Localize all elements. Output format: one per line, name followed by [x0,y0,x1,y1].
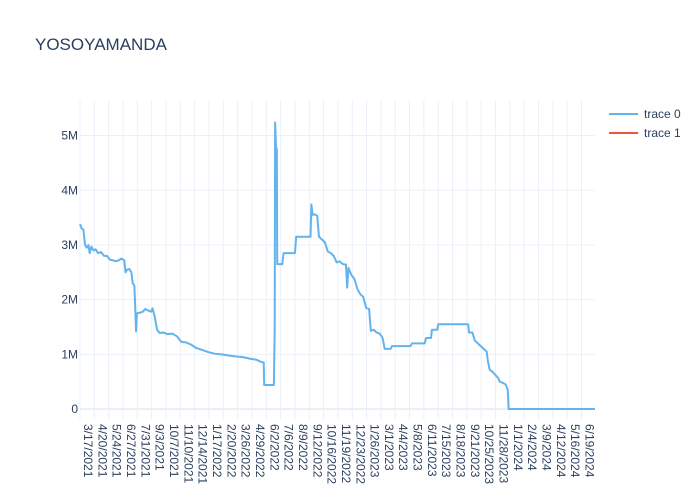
legend-item-1[interactable]: trace 1 [609,126,681,140]
x-tick-label: 12/14/2021 [196,424,210,484]
x-tick-label: 2/20/2022 [224,424,238,478]
x-tick-label: 4/4/2023 [396,424,410,471]
x-tick-label: 4/29/2022 [253,424,267,478]
x-tick-label: 6/19/2024 [583,424,597,478]
x-tick-label: 9/12/2022 [310,424,324,478]
x-tick-label: 5/24/2021 [110,424,124,478]
series-layer [79,121,595,411]
x-tick-label: 5/8/2023 [411,424,425,471]
x-tick-label: 1/26/2023 [368,424,382,478]
x-tick-label: 1/1/2024 [511,424,525,471]
y-tick-label: 0 [71,402,78,416]
x-tick-label: 4/20/2021 [95,424,109,478]
y-tick-label: 4M [61,183,78,197]
y-tick-label: 3M [61,238,78,252]
series-line-0 [79,121,595,411]
x-tick-label: 7/31/2021 [138,424,152,478]
x-tick-label: 7/6/2022 [282,424,296,471]
grid-layer [79,100,595,420]
y-tick-label: 2M [61,293,78,307]
x-tick-label: 3/9/2024 [540,424,554,471]
x-tick-label: 10/25/2023 [482,424,496,484]
x-tick-label: 6/11/2023 [425,424,439,477]
legend[interactable]: trace 0 trace 1 [609,107,681,140]
x-tick-label: 6/2/2022 [267,424,281,471]
x-tick-label: 6/27/2021 [124,424,138,478]
x-tick-label: 4/12/2024 [554,424,568,478]
x-tick-label: 9/3/2021 [153,424,167,471]
legend-label: trace 0 [644,107,681,121]
x-tick-label: 3/17/2021 [81,424,95,478]
y-tick-label: 5M [61,129,78,143]
x-tick-label: 3/26/2022 [239,424,253,478]
legend-item-0[interactable]: trace 0 [609,107,681,121]
x-tick-label: 8/9/2022 [296,424,310,471]
x-tick-label: 9/21/2023 [468,424,482,478]
legend-label: trace 1 [644,126,681,140]
x-tick-label: 12/23/2022 [353,424,367,484]
x-tick-label: 8/18/2023 [454,424,468,478]
x-tick-label: 7/15/2023 [439,424,453,478]
x-tick-label: 11/10/2021 [181,424,195,483]
x-tick-label: 5/16/2024 [568,424,582,478]
x-tick-label: 10/16/2022 [325,424,339,484]
x-tick-label: 3/1/2023 [382,424,396,471]
x-tick-label: 11/28/2023 [497,424,511,483]
x-tick-label: 10/7/2021 [167,424,181,478]
x-tick-label: 11/19/2022 [339,424,353,483]
x-tick-label: 1/17/2022 [210,424,224,478]
y-tick-label: 1M [61,347,78,361]
chart-title: YOSOYAMANDA [35,35,167,54]
x-tick-label: 2/4/2024 [525,424,539,471]
